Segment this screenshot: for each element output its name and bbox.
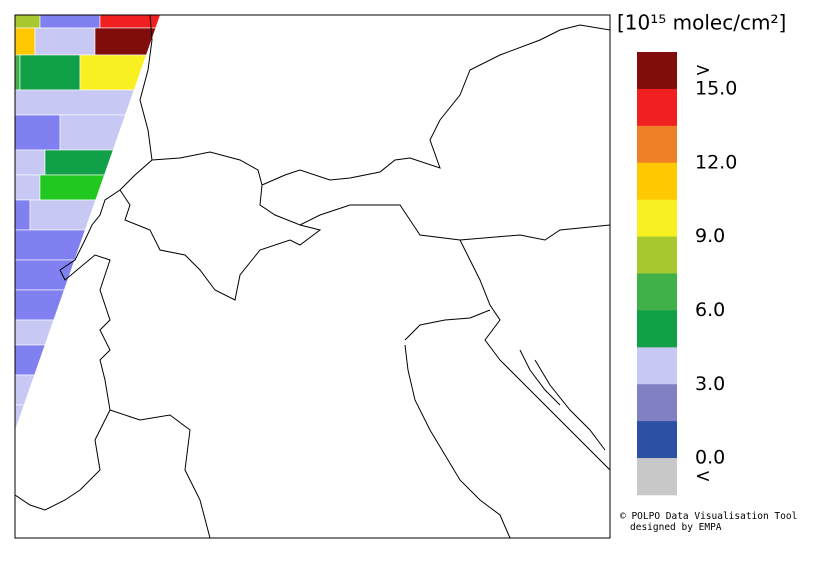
colorbar-label: > xyxy=(695,59,711,81)
colorbar-label: 9.0 xyxy=(695,225,725,247)
map-frame xyxy=(14,14,611,539)
credit: © POLPO Data Visualisation Tool xyxy=(620,511,797,522)
colorbar: >15.0 12.0 9.0 6.0 3.0 0.0< xyxy=(637,52,737,496)
colorbar-label: 6.0 xyxy=(695,299,725,321)
colorbar-segment xyxy=(637,421,677,459)
swath-cell xyxy=(15,54,21,91)
colorbar-label: 12.0 xyxy=(695,151,737,173)
swath-cell xyxy=(59,114,160,151)
country-border xyxy=(151,24,610,186)
swath-cell xyxy=(15,289,160,321)
colorbar-segment xyxy=(637,458,677,496)
coastline xyxy=(519,349,606,451)
legend-title: [10¹⁵ molec/cm²] xyxy=(617,11,786,35)
credit: designed by EMPA xyxy=(630,522,722,533)
colorbar-segment xyxy=(637,236,677,274)
coastline xyxy=(109,309,610,538)
swath-cell xyxy=(15,174,41,201)
borders xyxy=(15,15,610,538)
colorbar-segment xyxy=(637,52,677,90)
colorbar-segment xyxy=(637,310,677,348)
swath-cell xyxy=(15,89,160,116)
colorbar-segment xyxy=(637,347,677,385)
colorbar-segment xyxy=(637,199,677,237)
country-border xyxy=(259,184,610,241)
swath-cell xyxy=(39,15,101,29)
colorbar-segment xyxy=(637,162,677,200)
swath-cell xyxy=(19,54,81,91)
swath-cell xyxy=(79,54,160,91)
swath-cell xyxy=(15,374,160,406)
swath-cell xyxy=(34,27,96,56)
swath-cell xyxy=(94,27,160,56)
swath-cell xyxy=(15,15,41,29)
colorbar-label: 15.0 xyxy=(695,77,737,99)
swath-cell xyxy=(15,404,160,430)
satellite-swath xyxy=(15,15,160,430)
country-border xyxy=(459,239,501,361)
colorbar-segment xyxy=(637,88,677,127)
swath-cell xyxy=(15,319,160,346)
country-border xyxy=(119,189,322,301)
swath-cell xyxy=(99,15,160,29)
colorbar-label: 0.0 xyxy=(695,447,725,469)
swath-cell xyxy=(15,229,160,261)
colorbar-label: < xyxy=(695,465,711,487)
colorbar-segment xyxy=(637,384,677,422)
colorbar-label: 3.0 xyxy=(695,373,725,395)
swath-cell xyxy=(15,149,46,176)
swath-cell xyxy=(15,27,36,56)
swath-cell xyxy=(39,174,160,201)
swath-cell xyxy=(15,344,160,376)
swath-cell xyxy=(15,114,61,151)
swath-cell xyxy=(15,199,31,231)
colorbar-segment xyxy=(637,125,677,164)
colorbar-segment xyxy=(637,273,677,311)
swath-cell xyxy=(15,259,160,291)
